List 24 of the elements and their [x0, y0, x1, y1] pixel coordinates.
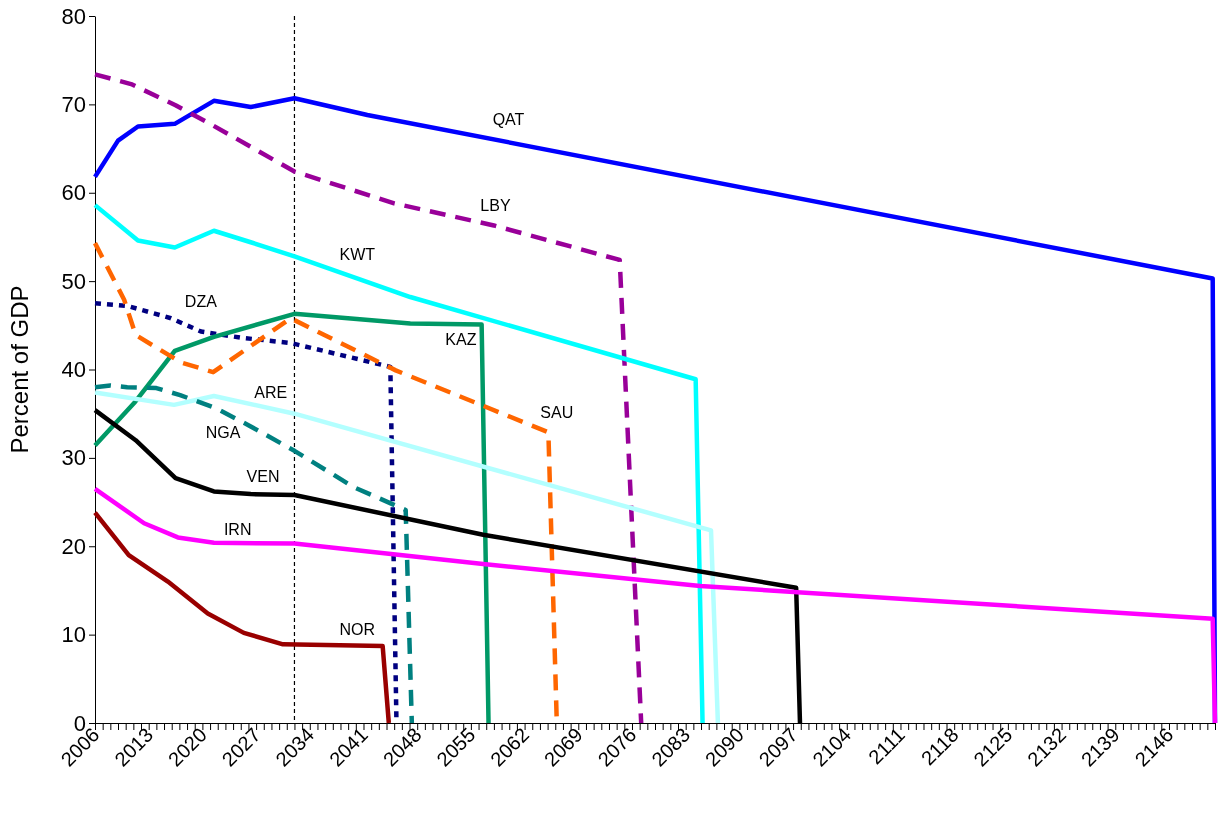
series-label: SAU [540, 403, 574, 421]
series-label: NOR [339, 621, 376, 639]
series-label: ARE [254, 384, 288, 402]
series-label: LBY [480, 197, 511, 215]
series-label: KWT [339, 245, 376, 263]
y-tick-label: 40 [61, 357, 86, 383]
series-label: KAZ [445, 330, 477, 348]
y-tick-label: 20 [61, 533, 86, 559]
line-series [92, 311, 491, 726]
y-tick-label: 70 [61, 91, 86, 117]
line-series [92, 72, 644, 726]
y-tick-label: 60 [61, 180, 86, 206]
series-label: IRN [223, 520, 252, 538]
line-series [92, 383, 415, 726]
series-label: QAT [492, 111, 525, 129]
y-tick-label: 50 [61, 268, 86, 294]
line-series [92, 510, 392, 726]
y-tick-label: 30 [61, 445, 86, 471]
series-label: NGA [205, 424, 241, 442]
series-label: VEN [246, 468, 280, 486]
y-tick-label: 80 [61, 3, 86, 29]
series-label: DZA [184, 293, 218, 311]
y-tick-label: 10 [61, 622, 86, 648]
y-axis-title: Percent of GDP [6, 285, 33, 454]
